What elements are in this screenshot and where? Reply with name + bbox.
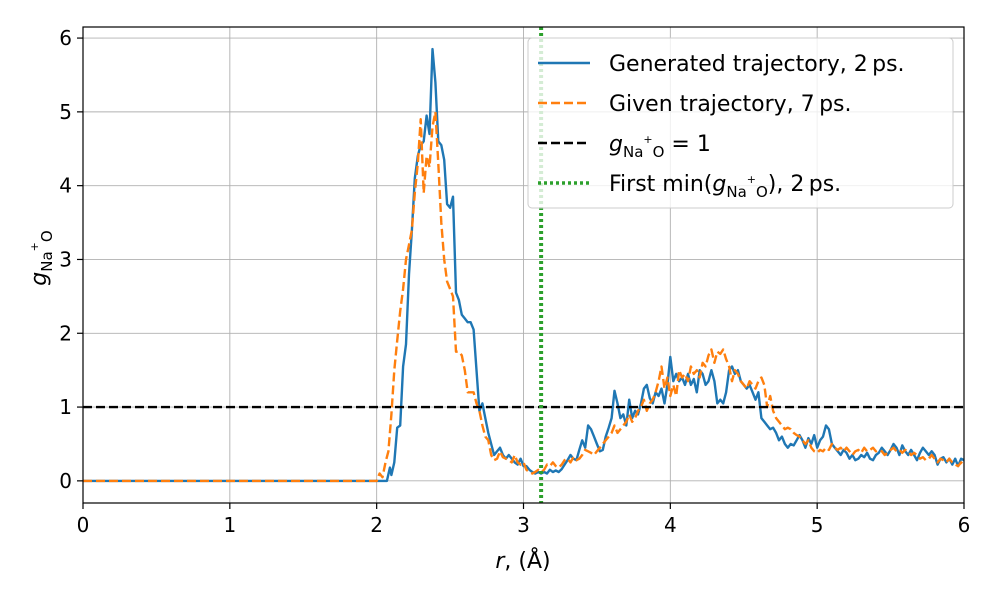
y-axis-label-sup: + [28,242,41,251]
y-axis-label: gNa+O [27,230,56,285]
y-axis-label-base: g [27,272,52,286]
legend-box [527,37,954,209]
x-tick-label-4: 4 [664,513,677,537]
legend-label-reference-one: gNa+O = 1 [609,132,711,161]
y-axis-label-sub2: O [38,230,56,242]
x-axis-label-var: r [495,549,506,574]
series-line-given [83,110,965,483]
legend-ref-one-sub: Na [623,143,643,161]
legend: Generated trajectory, 2 ps. Given trajec… [527,37,954,209]
legend-first-min-sub2: O [756,183,768,201]
legend-ref-one-sup: + [643,133,652,146]
legend-label-generated: Generated trajectory, 2 ps. [609,52,905,77]
legend-first-min-base: g [712,172,726,197]
y-tick-label-6: 6 [59,26,72,50]
y-tick-label-0: 0 [59,469,72,493]
x-tick-label-5: 5 [811,513,824,537]
legend-first-min-sup: + [747,173,756,186]
legend-first-min-rest: ), 2 ps. [768,172,841,197]
axis-ticks: 0 1 2 3 4 5 6 0 1 2 3 4 5 6 [59,26,970,537]
legend-first-min-sub: Na [726,183,746,201]
legend-ref-one-sub2: O [653,143,665,161]
y-tick-label-2: 2 [59,321,72,345]
series-line-generated [83,47,965,483]
y-tick-label-3: 3 [59,247,72,271]
legend-first-min-pre: First min( [609,172,712,197]
y-tick-label-4: 4 [59,174,72,198]
y-tick-label-5: 5 [59,100,72,124]
legend-ref-one-rest: = 1 [664,132,710,157]
x-tick-label-6: 6 [958,513,971,537]
y-axis-label-sub: Na [38,251,56,271]
x-tick-label-1: 1 [223,513,236,537]
x-tick-label-2: 2 [370,513,383,537]
x-tick-label-3: 3 [517,513,530,537]
x-axis-label-unit: , (Å) [504,547,550,574]
legend-label-first-min: First min(gNa+O), 2 ps. [609,172,841,201]
x-tick-label-0: 0 [77,513,90,537]
x-axis-label: r, (Å) [495,547,550,574]
legend-ref-one-base: g [609,132,623,157]
legend-label-given: Given trajectory, 7 ps. [609,92,852,117]
y-tick-label-1: 1 [59,395,72,419]
